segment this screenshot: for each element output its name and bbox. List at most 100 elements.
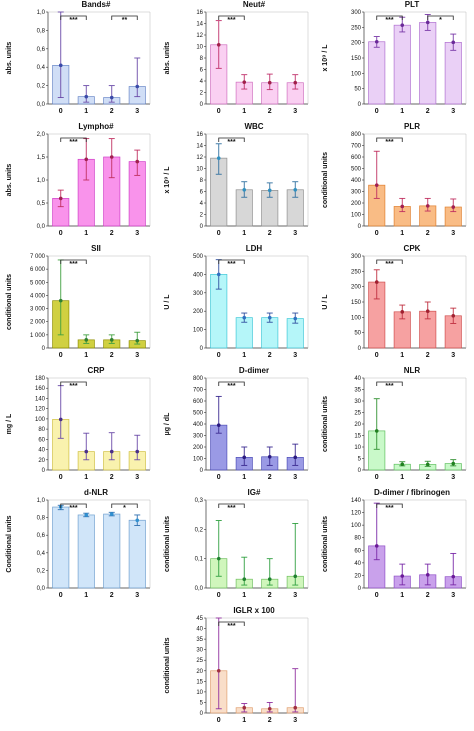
- significance-label: ***: [227, 623, 235, 630]
- category-label: 2: [110, 592, 114, 599]
- y-tick-label: 140: [35, 396, 46, 402]
- data-point: [84, 338, 89, 342]
- y-tick-label: 150: [351, 56, 362, 62]
- y-tick-label: 10: [196, 45, 203, 51]
- category-label: 2: [268, 474, 272, 481]
- data-point: [135, 159, 140, 164]
- y-tick-label: 0,5: [37, 201, 46, 207]
- y-tick-label: 2 000: [30, 320, 46, 326]
- significance-bracket: [60, 381, 87, 386]
- significance-bracket: [218, 137, 245, 142]
- data-point: [293, 80, 298, 85]
- data-point: [425, 309, 430, 313]
- y-axis-label: conditional units: [322, 396, 329, 452]
- category-label: 2: [426, 230, 430, 237]
- chart-title: D-dimer: [239, 366, 269, 375]
- category-label: 3: [293, 352, 297, 359]
- data-point: [109, 338, 114, 342]
- data-point: [267, 188, 272, 193]
- category-label: 0: [217, 474, 221, 481]
- significance-label: ***: [227, 383, 235, 390]
- chart-title: IGLR x 100: [233, 606, 275, 615]
- chart-panel: D-dimer / fibrinogen conditional units 0 20…: [316, 488, 474, 606]
- y-tick-label: 5: [200, 700, 204, 706]
- category-label: 0: [59, 352, 63, 359]
- y-tick-label: 60: [354, 548, 361, 554]
- category-label: 0: [375, 352, 379, 359]
- chart-svg: Lympho# abs. units 0,0 0,5 1,0 1,5 2,0 0 1 2 3 ***: [6, 122, 151, 237]
- data-point: [400, 462, 405, 467]
- y-tick-label: 8: [200, 56, 204, 62]
- y-tick-label: 0: [358, 102, 362, 108]
- category-label: 1: [400, 474, 404, 481]
- category-label: 2: [426, 474, 430, 481]
- y-tick-label: 600: [351, 155, 362, 161]
- y-tick-label: 4: [200, 201, 204, 207]
- y-axis-label: conditional units: [322, 516, 329, 572]
- y-tick-label: 200: [351, 201, 362, 207]
- significance-bracket: [427, 15, 454, 20]
- y-tick-label: 5: [358, 457, 362, 463]
- significance-label: ***: [227, 505, 235, 512]
- category-label: 2: [110, 230, 114, 237]
- category-label: 2: [268, 108, 272, 115]
- data-point: [58, 417, 63, 422]
- y-tick-label: 1,0: [37, 10, 46, 16]
- y-tick-label: 40: [354, 376, 361, 382]
- category-label: 3: [293, 717, 297, 724]
- significance-bracket: [111, 15, 138, 20]
- y-tick-label: 0,4: [37, 65, 46, 71]
- data-point: [242, 187, 247, 192]
- y-tick-label: 45: [196, 616, 203, 622]
- y-tick-label: 0,0: [37, 102, 46, 108]
- y-tick-label: 500: [193, 254, 204, 260]
- bar: [103, 513, 121, 589]
- category-label: 0: [375, 474, 379, 481]
- significance-bracket: [218, 259, 245, 264]
- chart-svg: CRP mg / L 0 20 40 60 80 100 120 140 160 180 0 1 2 3 ***: [6, 366, 151, 481]
- data-point: [216, 156, 221, 160]
- y-axis-label: U / L: [322, 294, 329, 310]
- chart-panel: CPK U / L 0 50 100 150 200 250 300 0 1 2 3 ***: [316, 244, 474, 366]
- y-tick-label: 200: [351, 41, 362, 47]
- category-label: 0: [59, 230, 63, 237]
- y-axis-label: abs. units: [6, 164, 13, 197]
- chart-title: PLR: [404, 122, 420, 131]
- significance-label: ***: [69, 261, 77, 268]
- y-tick-label: 10: [354, 445, 361, 451]
- chart-panel: D-dimer µg / dL 0 100 200 300 400 500 600 700 800 0…: [158, 366, 316, 488]
- chart-panel: d-NLR Conditional units 0,0 0,2 0,4 0,6 0,8 1,0…: [0, 488, 158, 606]
- category-label: 2: [268, 717, 272, 724]
- category-label: 3: [451, 108, 455, 115]
- category-label: 0: [59, 474, 63, 481]
- category-label: 1: [242, 717, 246, 724]
- significance-bracket: [376, 15, 403, 20]
- y-tick-label: 50: [354, 87, 361, 93]
- bar: [368, 41, 386, 105]
- y-tick-label: 0: [358, 346, 362, 352]
- chart-panel: Neut# abs. units 0 2 4 6 8 10 12 14 16 0 1 2 3 ***: [158, 0, 316, 122]
- y-tick-label: 160: [35, 386, 46, 392]
- data-point: [84, 513, 89, 517]
- chart-title: IG#: [248, 488, 261, 497]
- data-point: [374, 544, 379, 548]
- y-tick-label: 0,4: [37, 551, 46, 557]
- data-point: [84, 94, 89, 99]
- y-tick-label: 300: [351, 254, 362, 260]
- data-point: [400, 23, 405, 27]
- category-label: 0: [217, 352, 221, 359]
- significance-bracket: [218, 621, 245, 626]
- data-point: [84, 449, 89, 454]
- category-label: 2: [426, 592, 430, 599]
- y-tick-label: 0,6: [37, 533, 46, 539]
- chart-svg: Bands# abs. units 0,0 0,2 0,4 0,6 0,8 1,0 0 1 2 3 **…: [6, 0, 151, 115]
- significance-label: *: [439, 17, 442, 24]
- y-tick-label: 6 000: [30, 267, 46, 273]
- category-label: 2: [268, 352, 272, 359]
- data-point: [216, 668, 221, 673]
- data-point: [109, 155, 114, 159]
- y-tick-label: 100: [193, 328, 204, 334]
- significance-label: ***: [385, 383, 393, 390]
- category-label: 2: [110, 352, 114, 359]
- significance-bracket: [218, 381, 245, 386]
